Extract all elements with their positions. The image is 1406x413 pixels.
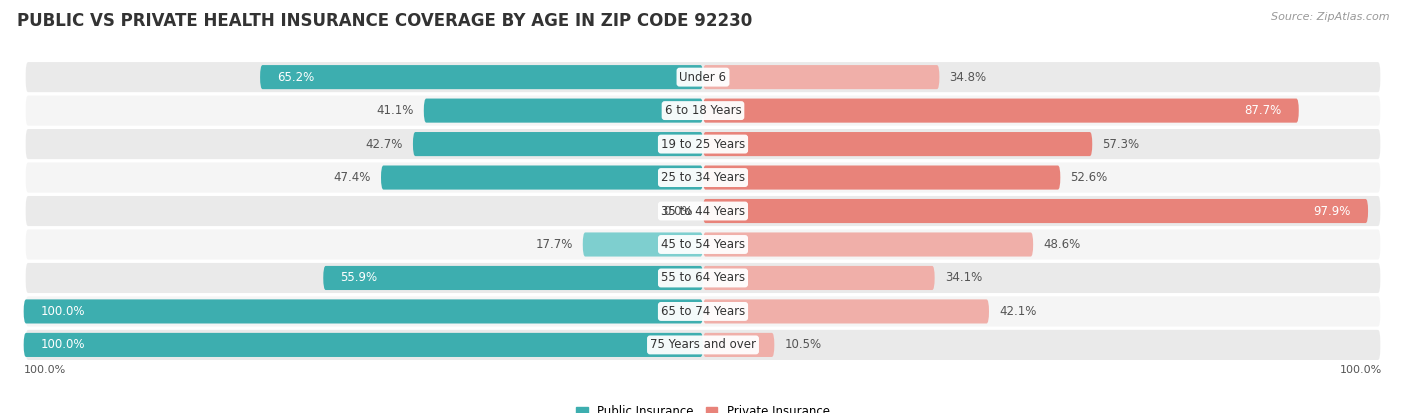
FancyBboxPatch shape [703, 166, 1060, 190]
Text: 45 to 54 Years: 45 to 54 Years [661, 238, 745, 251]
FancyBboxPatch shape [703, 233, 1033, 256]
FancyBboxPatch shape [25, 263, 1381, 293]
FancyBboxPatch shape [703, 266, 935, 290]
Text: 100.0%: 100.0% [41, 338, 86, 351]
Text: 47.4%: 47.4% [333, 171, 371, 184]
FancyBboxPatch shape [25, 196, 1381, 226]
FancyBboxPatch shape [260, 65, 703, 89]
Text: 100.0%: 100.0% [41, 305, 86, 318]
FancyBboxPatch shape [703, 333, 775, 357]
Text: 0.0%: 0.0% [664, 204, 693, 218]
FancyBboxPatch shape [25, 162, 1381, 192]
FancyBboxPatch shape [25, 330, 1381, 360]
Text: 100.0%: 100.0% [24, 365, 66, 375]
Text: 65 to 74 Years: 65 to 74 Years [661, 305, 745, 318]
Text: 35 to 44 Years: 35 to 44 Years [661, 204, 745, 218]
Text: 17.7%: 17.7% [536, 238, 572, 251]
FancyBboxPatch shape [703, 299, 988, 323]
FancyBboxPatch shape [25, 230, 1381, 259]
Text: 6 to 18 Years: 6 to 18 Years [665, 104, 741, 117]
FancyBboxPatch shape [703, 65, 939, 89]
Legend: Public Insurance, Private Insurance: Public Insurance, Private Insurance [571, 401, 835, 413]
Text: 25 to 34 Years: 25 to 34 Years [661, 171, 745, 184]
Text: Under 6: Under 6 [679, 71, 727, 83]
Text: 57.3%: 57.3% [1102, 138, 1140, 151]
Text: 100.0%: 100.0% [1340, 365, 1382, 375]
Text: 65.2%: 65.2% [277, 71, 315, 83]
Text: 42.7%: 42.7% [366, 138, 402, 151]
Text: 10.5%: 10.5% [785, 338, 821, 351]
FancyBboxPatch shape [423, 99, 703, 123]
Text: 55 to 64 Years: 55 to 64 Years [661, 271, 745, 285]
Text: 55.9%: 55.9% [340, 271, 377, 285]
Text: 19 to 25 Years: 19 to 25 Years [661, 138, 745, 151]
Text: Source: ZipAtlas.com: Source: ZipAtlas.com [1271, 12, 1389, 22]
Text: 75 Years and over: 75 Years and over [650, 338, 756, 351]
FancyBboxPatch shape [703, 199, 1368, 223]
FancyBboxPatch shape [24, 333, 703, 357]
FancyBboxPatch shape [381, 166, 703, 190]
FancyBboxPatch shape [323, 266, 703, 290]
Text: 42.1%: 42.1% [1000, 305, 1036, 318]
FancyBboxPatch shape [25, 297, 1381, 327]
Text: 41.1%: 41.1% [377, 104, 413, 117]
FancyBboxPatch shape [413, 132, 703, 156]
FancyBboxPatch shape [24, 299, 703, 323]
FancyBboxPatch shape [25, 62, 1381, 92]
Text: 48.6%: 48.6% [1043, 238, 1081, 251]
FancyBboxPatch shape [703, 132, 1092, 156]
Text: 52.6%: 52.6% [1070, 171, 1108, 184]
FancyBboxPatch shape [582, 233, 703, 256]
Text: 97.9%: 97.9% [1313, 204, 1351, 218]
Text: 87.7%: 87.7% [1244, 104, 1282, 117]
Text: 34.1%: 34.1% [945, 271, 983, 285]
Text: 34.8%: 34.8% [949, 71, 987, 83]
Text: PUBLIC VS PRIVATE HEALTH INSURANCE COVERAGE BY AGE IN ZIP CODE 92230: PUBLIC VS PRIVATE HEALTH INSURANCE COVER… [17, 12, 752, 31]
FancyBboxPatch shape [25, 129, 1381, 159]
FancyBboxPatch shape [25, 95, 1381, 126]
FancyBboxPatch shape [703, 99, 1299, 123]
